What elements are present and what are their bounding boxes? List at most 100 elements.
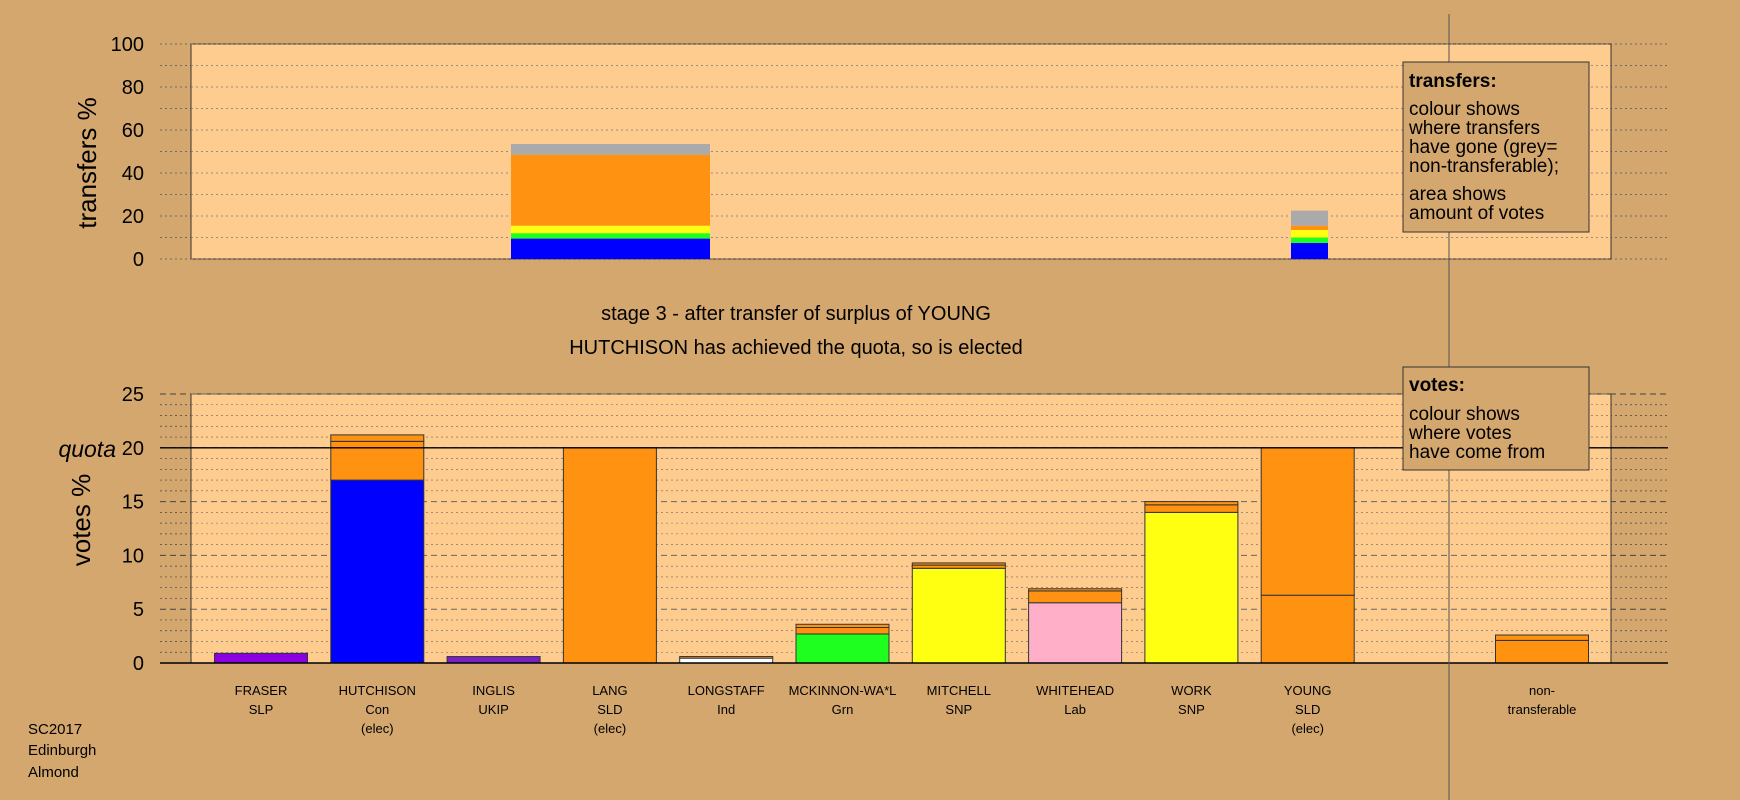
- candidate-label: Grn: [832, 702, 854, 717]
- candidate-label: (elec): [361, 721, 394, 736]
- candidate-label: WORK: [1171, 683, 1212, 698]
- y-tick-label: 5: [133, 599, 144, 621]
- candidate-label: SLD: [597, 702, 622, 717]
- candidate-label: MITCHELL: [927, 683, 991, 698]
- vote-segment: [795, 626, 890, 635]
- candidate-label: SNP: [945, 702, 972, 717]
- votes-legend-line: where votes: [1408, 423, 1511, 444]
- vote-segment: [1028, 602, 1123, 664]
- y-tick-label: 0: [133, 653, 144, 675]
- footer-line: SC2017: [28, 721, 82, 738]
- transfers-legend-box: [1402, 61, 1590, 233]
- candidate-label: YOUNG: [1284, 683, 1332, 698]
- footer-line: Edinburgh: [28, 742, 96, 759]
- transfer-segment: [1291, 229, 1328, 238]
- vote-segment: [1144, 511, 1239, 664]
- vote-segment: [214, 652, 308, 664]
- vote-segment: [1144, 504, 1239, 513]
- transfer-segment: [511, 225, 710, 234]
- votes-legend-heading: votes:: [1409, 375, 1465, 396]
- transfers-legend-line: area shows: [1409, 184, 1506, 205]
- candidate-label: MCKINNON-WA*L: [789, 683, 897, 698]
- y-tick-label: 80: [122, 77, 144, 99]
- candidate-label: INGLIS: [472, 683, 515, 698]
- transfers-legend-line: colour shows: [1409, 99, 1520, 120]
- y-tick-label: 10: [122, 545, 144, 567]
- transfer-segment: [511, 233, 710, 239]
- vote-segment: [330, 479, 425, 664]
- transfer-segment: [511, 154, 710, 226]
- transfer-segment: [511, 143, 710, 155]
- transfers-legend-line: amount of votes: [1409, 203, 1544, 224]
- votes-y-label: votes %: [66, 474, 96, 567]
- y-tick-label: 20: [122, 438, 144, 460]
- votes-legend: votes: colour shows where votes have com…: [1402, 366, 1590, 471]
- transfers-legend: transfers: colour shows where transfers …: [1402, 61, 1590, 233]
- footer-line: Almond: [28, 764, 79, 781]
- stage-title: stage 3 - after transfer of surplus of Y…: [601, 303, 991, 325]
- transfers-y-label: transfers %: [72, 97, 102, 229]
- transfer-segment: [511, 238, 710, 259]
- vote-segment: [679, 656, 774, 659]
- vote-segment: [911, 562, 1006, 566]
- vote-segment: [795, 623, 890, 628]
- transfers-legend-line: non-transferable);: [1409, 156, 1559, 177]
- y-tick-label: 25: [122, 384, 144, 406]
- vote-segment: [1260, 447, 1355, 596]
- vote-segment: [1495, 634, 1589, 641]
- candidate-label: Con: [365, 702, 389, 717]
- vote-segment: [1495, 639, 1589, 664]
- candidate-label: HUTCHISON: [339, 683, 416, 698]
- vote-segment: [1260, 594, 1355, 664]
- vote-segment: [679, 657, 774, 664]
- candidate-label: transferable: [1508, 702, 1577, 717]
- candidate-label: UKIP: [478, 702, 508, 717]
- candidate-label: Lab: [1064, 702, 1086, 717]
- vote-segment: [562, 447, 657, 664]
- transfer-segment: [1291, 237, 1328, 243]
- y-tick-label: 15: [122, 492, 144, 514]
- y-tick-label: 20: [122, 206, 144, 228]
- y-tick-label: 100: [111, 34, 144, 56]
- votes-bars: [214, 434, 1589, 664]
- candidate-label: LONGSTAFF: [688, 683, 765, 698]
- transfers-legend-line: where transfers: [1408, 118, 1540, 139]
- transfers-y-ticks: 0 20 40 60 80 100: [111, 34, 144, 271]
- candidate-label: FRASER: [235, 683, 288, 698]
- votes-legend-line: have come from: [1409, 442, 1545, 463]
- candidate-label: non-: [1529, 683, 1555, 698]
- transfers-bars: [511, 143, 1328, 259]
- vote-segment: [1028, 590, 1123, 604]
- votes-legend-line: colour shows: [1409, 404, 1520, 425]
- candidate-label: SLD: [1295, 702, 1320, 717]
- candidate-label: Ind: [717, 702, 735, 717]
- votes-legend-box: [1402, 366, 1590, 471]
- vote-segment: [446, 656, 541, 664]
- quota-label: quota: [58, 436, 116, 462]
- y-tick-label: 60: [122, 120, 144, 142]
- votes-panel: [190, 393, 1612, 664]
- transfers-gridlines-over: [191, 43, 1611, 260]
- transfer-segment: [1291, 242, 1328, 259]
- candidate-label: (elec): [594, 721, 627, 736]
- vote-segment: [1144, 501, 1239, 506]
- y-tick-label: 0: [133, 249, 144, 271]
- vote-segment: [1028, 588, 1123, 592]
- candidate-label: SNP: [1178, 702, 1205, 717]
- vote-segment: [795, 633, 890, 664]
- transfer-segment: [1291, 210, 1328, 226]
- vote-segment: [330, 434, 425, 442]
- candidate-label: WHITEHEAD: [1036, 683, 1114, 698]
- vote-segment: [911, 567, 1006, 664]
- candidate-labels: FRASER SLP HUTCHISON Con (elec) INGLIS UKIP LAN…: [235, 683, 1577, 736]
- candidate-label: (elec): [1291, 721, 1324, 736]
- transfers-legend-line: have gone (grey=: [1409, 137, 1557, 158]
- votes-y-ticks: 0 5 10 15 20 25: [122, 384, 144, 675]
- elected-title: HUTCHISON has achieved the quota, so is …: [569, 337, 1023, 359]
- transfer-segment: [1291, 225, 1328, 230]
- y-tick-label: 40: [122, 163, 144, 185]
- transfers-legend-heading: transfers:: [1409, 71, 1497, 92]
- candidate-label: LANG: [592, 683, 627, 698]
